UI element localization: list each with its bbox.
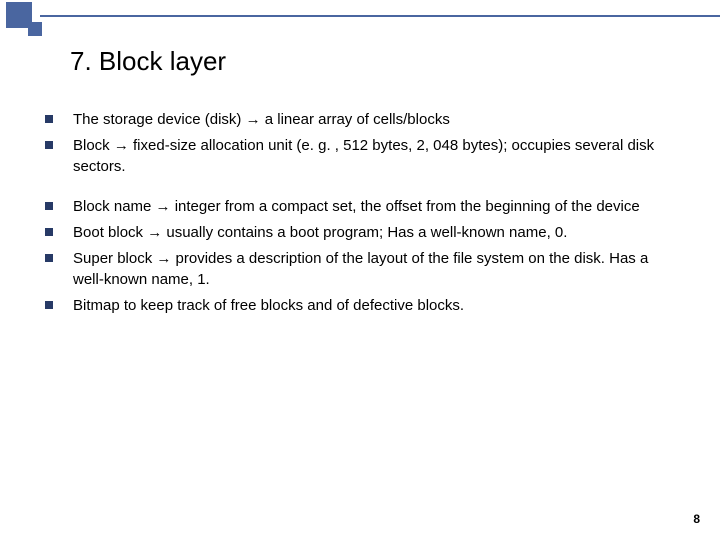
bullet-text: Super block → provides a description of … (73, 249, 675, 290)
bullet-item: Block name → integer from a compact set,… (45, 197, 675, 217)
bullet-item: Block → fixed-size allocation unit (e. g… (45, 136, 675, 177)
square-bullet-icon (45, 115, 53, 123)
bullet-text: Block name → integer from a compact set,… (73, 197, 640, 217)
bullet-item: Bitmap to keep track of free blocks and … (45, 296, 675, 316)
deco-horizontal-line (40, 15, 720, 17)
bullet-group: The storage device (disk) → a linear arr… (45, 110, 675, 177)
bullet-item: Super block → provides a description of … (45, 249, 675, 290)
slide-title: 7. Block layer (70, 46, 226, 77)
slide-content: The storage device (disk) → a linear arr… (45, 110, 675, 336)
square-bullet-icon (45, 202, 53, 210)
bullet-group: Block name → integer from a compact set,… (45, 197, 675, 316)
bullet-text: Bitmap to keep track of free blocks and … (73, 296, 464, 316)
page-number: 8 (693, 512, 700, 526)
square-bullet-icon (45, 141, 53, 149)
square-bullet-icon (45, 228, 53, 236)
bullet-text: Block → fixed-size allocation unit (e. g… (73, 136, 675, 177)
square-bullet-icon (45, 254, 53, 262)
deco-square-small (28, 22, 42, 36)
square-bullet-icon (45, 301, 53, 309)
bullet-item: The storage device (disk) → a linear arr… (45, 110, 675, 130)
bullet-item: Boot block → usually contains a boot pro… (45, 223, 675, 243)
slide-decoration (0, 0, 720, 42)
bullet-text: The storage device (disk) → a linear arr… (73, 110, 450, 130)
bullet-text: Boot block → usually contains a boot pro… (73, 223, 567, 243)
